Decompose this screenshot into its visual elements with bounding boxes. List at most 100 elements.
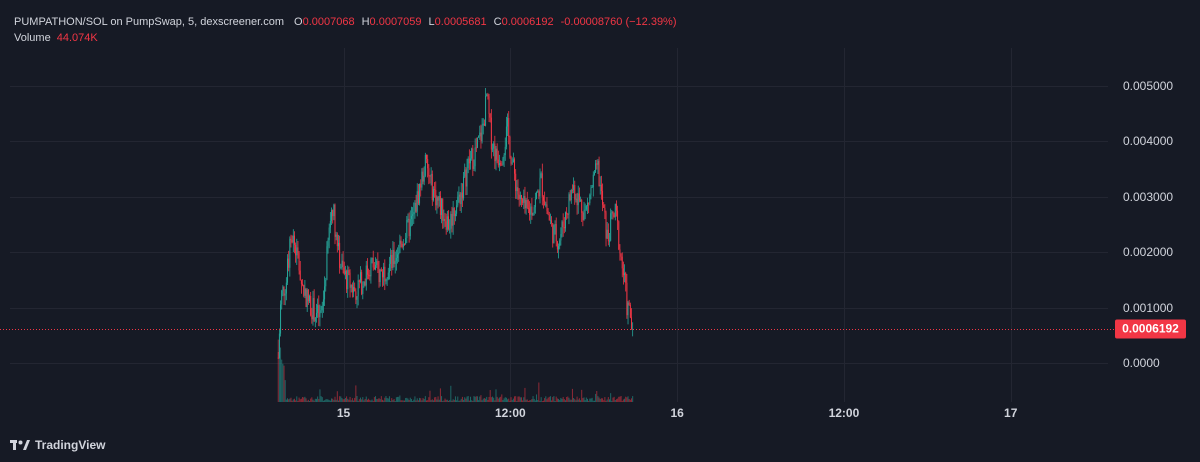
volume-bar (423, 398, 425, 402)
volume-bar (298, 397, 300, 402)
volume-bar (340, 396, 342, 402)
candle-body (429, 176, 431, 177)
candle-body (304, 288, 306, 296)
volume-bar (422, 398, 424, 402)
candle-body (472, 148, 474, 169)
candle-body (580, 200, 582, 201)
brand-name: TradingView (35, 438, 106, 452)
volume-bar (516, 400, 518, 402)
candle-body (621, 256, 623, 269)
candle-body (596, 163, 598, 165)
candle-body (365, 265, 367, 286)
tradingview-logo[interactable]: TradingView (10, 438, 105, 452)
y-tick-label: 0.004000 (1123, 134, 1174, 149)
candle-body (458, 194, 460, 197)
volume-bar (544, 398, 546, 402)
candle-body (303, 284, 305, 296)
candle-body (287, 258, 289, 283)
candle-body (387, 272, 389, 280)
candle-body (589, 194, 591, 204)
candle-body (314, 317, 316, 322)
candle-body (547, 210, 549, 215)
volume-bar (362, 397, 364, 402)
volume-bar (453, 399, 455, 402)
volume-bar (393, 399, 395, 402)
volume-bar (434, 397, 436, 402)
candle-body (631, 317, 633, 329)
candle-body (373, 267, 375, 270)
volume-bar (342, 399, 344, 402)
volume-bar (451, 400, 453, 402)
candle-body (432, 189, 434, 201)
candle-body (567, 214, 569, 215)
candle-body (619, 249, 621, 254)
low-key: L (428, 16, 435, 28)
volume-bar (436, 399, 438, 402)
volume-bar (358, 399, 360, 402)
candle-body (632, 328, 634, 330)
candle-body (588, 202, 590, 204)
volume-bar (385, 396, 387, 402)
volume-bar (494, 400, 496, 402)
volume-bar (296, 396, 298, 402)
candle-body (281, 290, 283, 305)
volume-bar (554, 400, 556, 402)
candle-body (416, 191, 418, 212)
volume-bar (413, 399, 415, 402)
volume-bar (366, 399, 368, 402)
candle-body (289, 238, 291, 268)
volume-bar (370, 400, 372, 402)
candle-body (346, 271, 348, 290)
volume-bar (583, 397, 585, 402)
candle-body (400, 240, 402, 244)
volume-bar (325, 399, 327, 402)
volume-bar (351, 398, 353, 402)
volume-bar (576, 396, 578, 402)
volume-bar (497, 398, 499, 402)
volume-bar (449, 400, 451, 402)
volume-bar (548, 396, 550, 402)
volume-bar (505, 397, 507, 402)
candle-body (566, 212, 568, 215)
candle-body (298, 253, 300, 271)
volume-bar (383, 400, 385, 402)
open-value: 0.0007068 (302, 16, 355, 28)
candle-body (607, 229, 609, 242)
volume-bar (627, 396, 629, 402)
candle-body (410, 215, 412, 220)
candle-body (514, 159, 516, 174)
candle-body (379, 269, 381, 283)
volume-bar (553, 396, 555, 402)
candle-body (559, 240, 561, 247)
candle-body (479, 132, 481, 137)
candle-body (403, 243, 405, 245)
candle-body (624, 273, 626, 276)
candle-body (627, 302, 629, 316)
volume-label[interactable]: Volume (14, 32, 51, 44)
volume-bar (586, 398, 588, 402)
volume-bar (446, 399, 448, 402)
candle-body (505, 126, 507, 147)
candle-body (415, 202, 417, 212)
candle-body (470, 158, 472, 164)
candle-body (336, 234, 338, 247)
candle-body (537, 191, 539, 193)
volume-bar (517, 396, 519, 402)
candle-body (562, 221, 564, 227)
candle-body (515, 173, 517, 192)
volume-bar (456, 400, 458, 402)
volume-bar (487, 399, 489, 402)
candle-body (504, 146, 506, 155)
volume-bar (617, 398, 619, 402)
volume-bar (493, 397, 495, 402)
volume-bar (310, 398, 312, 402)
symbol-title[interactable]: PUMPATHON/SOL on PumpSwap, 5, dexscreene… (14, 16, 285, 28)
candle-body (430, 173, 432, 177)
volume-bar (520, 397, 522, 402)
candle-body (486, 94, 488, 96)
volume-bar (384, 397, 386, 402)
volume-bar (508, 398, 510, 402)
candle-body (529, 208, 531, 215)
